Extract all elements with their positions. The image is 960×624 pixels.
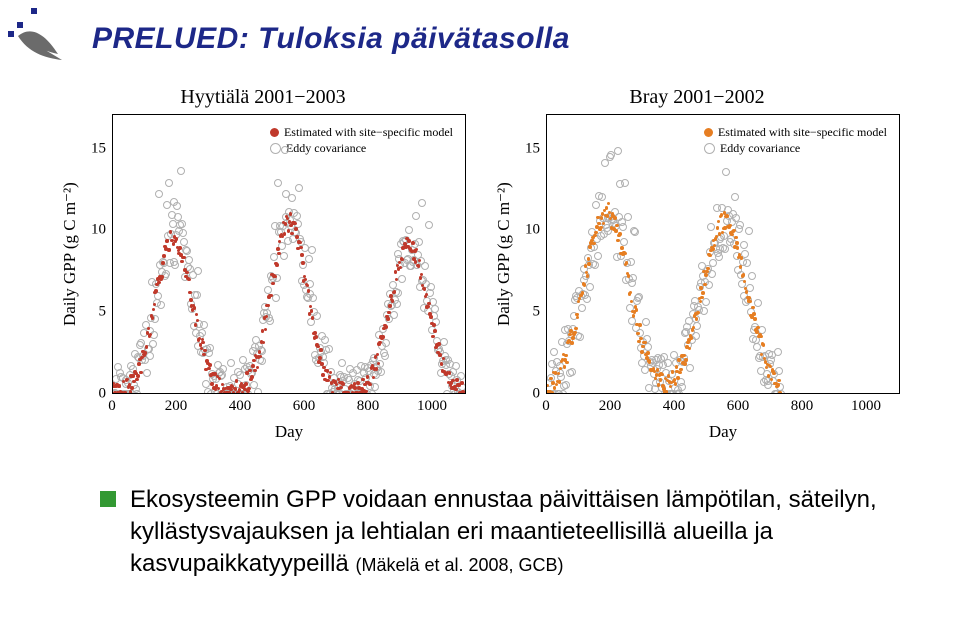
y-axis-label: Daily GPP (g C m⁻²): [60, 114, 84, 394]
page-title: PRELUED: Tuloksia päivätasolla: [92, 22, 570, 56]
institute-logo: [8, 8, 68, 68]
chart-hyytiala: Hyytiälä 2001−2003 Daily GPP (g C m⁻²) 0…: [60, 86, 466, 446]
bullet-citation: (Mäkelä et al. 2008, GCB): [355, 555, 563, 575]
chart-title: Hyytiälä 2001−2003: [60, 86, 466, 110]
plot-area: Estimated with site−specific modelEddy c…: [546, 114, 900, 394]
charts-container: Hyytiälä 2001−2003 Daily GPP (g C m⁻²) 0…: [60, 86, 900, 446]
x-axis-label: Day: [546, 422, 900, 442]
bullet-list: Ekosysteemin GPP voidaan ennustaa päivit…: [100, 484, 900, 587]
legend: Estimated with site−specific modelEddy c…: [266, 123, 457, 159]
legend: Estimated with site−specific modelEddy c…: [700, 123, 891, 159]
y-axis-label: Daily GPP (g C m⁻²): [494, 114, 518, 394]
x-axis: 02004006008001000: [112, 394, 466, 420]
chart-bray: Bray 2001−2002 Daily GPP (g C m⁻²) 05101…: [494, 86, 900, 446]
x-axis-label: Day: [112, 422, 466, 442]
plot-area: Estimated with site−specific modelEddy c…: [112, 114, 466, 394]
chart-title: Bray 2001−2002: [494, 86, 900, 110]
bullet-square-icon: [100, 491, 116, 507]
x-axis: 02004006008001000: [546, 394, 900, 420]
bullet-item: Ekosysteemin GPP voidaan ennustaa päivit…: [100, 484, 900, 581]
y-axis: 051015: [518, 114, 546, 394]
bullet-text: Ekosysteemin GPP voidaan ennustaa päivit…: [130, 484, 900, 581]
y-axis: 051015: [84, 114, 112, 394]
